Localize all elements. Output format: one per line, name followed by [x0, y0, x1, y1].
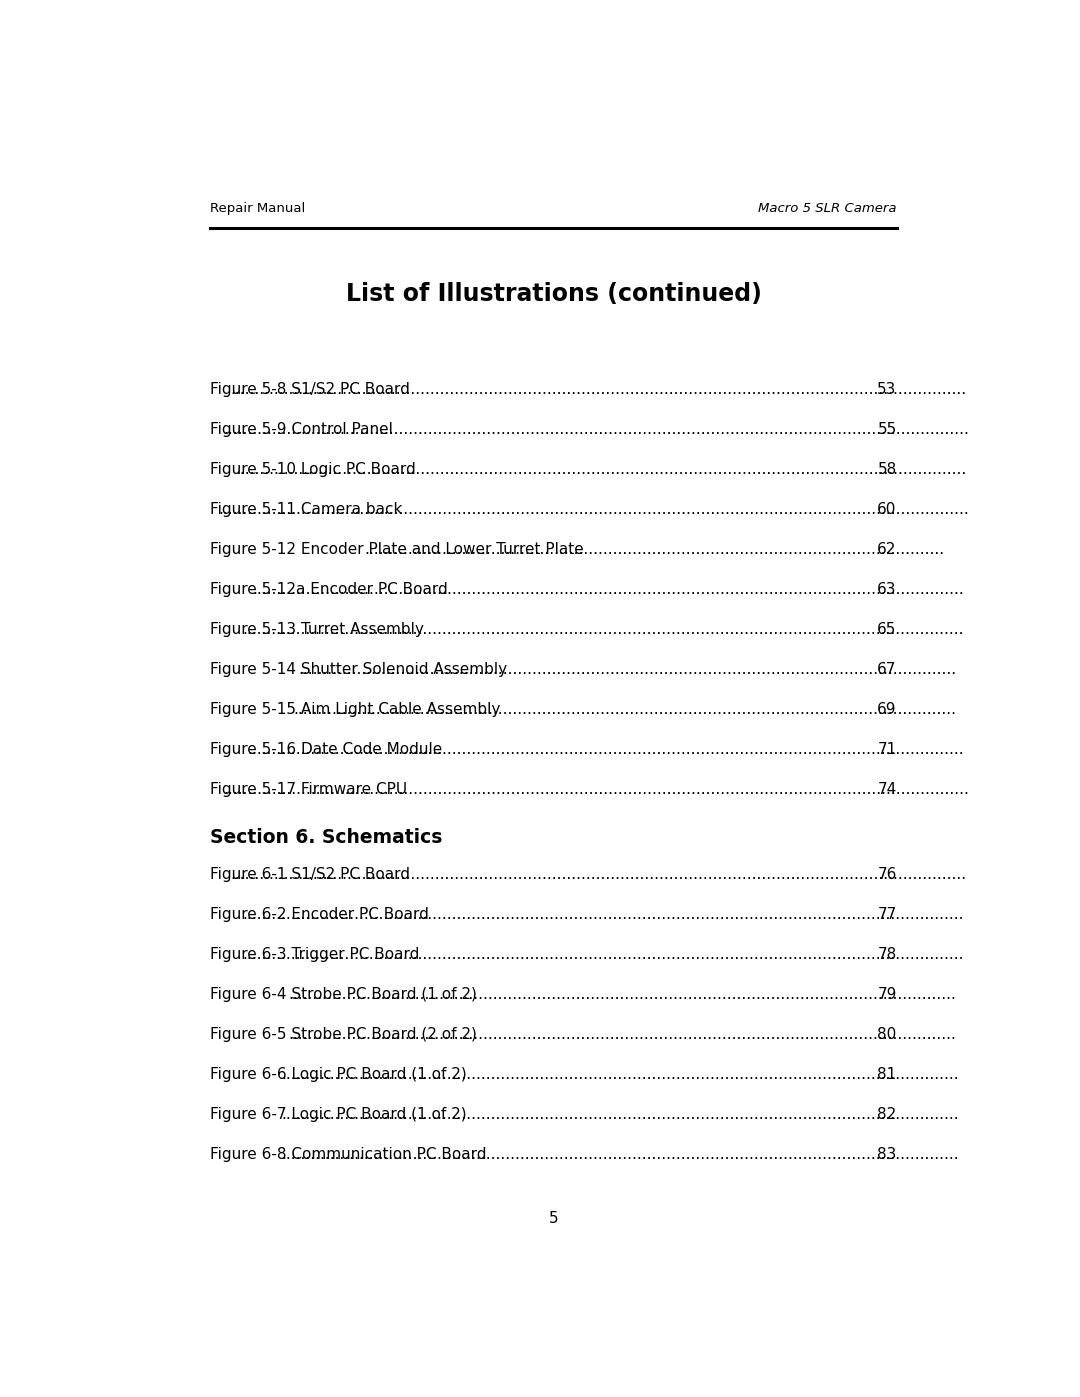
- Text: 71: 71: [877, 742, 896, 757]
- Text: Figure 6-1 S1/S2 PC Board: Figure 6-1 S1/S2 PC Board: [211, 866, 410, 882]
- Text: 83: 83: [877, 1147, 896, 1162]
- Text: 79: 79: [877, 986, 896, 1002]
- Text: Figure 5-14 Shutter Solenoid Assembly: Figure 5-14 Shutter Solenoid Assembly: [211, 662, 508, 678]
- Text: 65: 65: [877, 622, 896, 637]
- Text: Repair Manual: Repair Manual: [211, 203, 306, 215]
- Text: ................................................................................: ........................................…: [230, 866, 967, 882]
- Text: ................................................................................: ........................................…: [222, 782, 969, 798]
- Text: 82: 82: [877, 1106, 896, 1122]
- Text: 80: 80: [877, 1027, 896, 1042]
- Text: ................................................................................: ........................................…: [230, 381, 967, 397]
- Text: ................................................................................: ........................................…: [281, 1106, 959, 1122]
- Text: ................................................................................: ........................................…: [235, 462, 967, 476]
- Text: 5: 5: [549, 1211, 558, 1227]
- Text: 78: 78: [877, 947, 896, 963]
- Text: Figure 6-6 Logic PC Board (1 of 2): Figure 6-6 Logic PC Board (1 of 2): [211, 1067, 467, 1083]
- Text: Figure 5-15 Aim Light Cable Assembly: Figure 5-15 Aim Light Cable Assembly: [211, 703, 501, 717]
- Text: Figure 5-12 Encoder Plate and Lower Turret Plate: Figure 5-12 Encoder Plate and Lower Turr…: [211, 542, 584, 557]
- Text: Figure 5-10 Logic PC Board: Figure 5-10 Logic PC Board: [211, 462, 416, 476]
- Text: Figure 6-4 Strobe PC Board (1 of 2): Figure 6-4 Strobe PC Board (1 of 2): [211, 986, 477, 1002]
- Text: 67: 67: [877, 662, 896, 678]
- Text: Section 6. Schematics: Section 6. Schematics: [211, 828, 443, 848]
- Text: ................................................................................: ........................................…: [364, 542, 944, 557]
- Text: ................................................................................: ........................................…: [281, 1067, 959, 1083]
- Text: 53: 53: [877, 381, 896, 397]
- Text: ................................................................................: ........................................…: [242, 622, 963, 637]
- Text: Figure 5-8 S1/S2 PC Board: Figure 5-8 S1/S2 PC Board: [211, 381, 410, 397]
- Text: 81: 81: [877, 1067, 896, 1083]
- Text: ................................................................................: ........................................…: [288, 986, 957, 1002]
- Text: Figure 5-11 Camera back: Figure 5-11 Camera back: [211, 502, 403, 517]
- Text: Figure 5-17 Firmware CPU: Figure 5-17 Firmware CPU: [211, 782, 407, 798]
- Text: 74: 74: [877, 782, 896, 798]
- Text: 77: 77: [877, 907, 896, 922]
- Text: 76: 76: [877, 866, 896, 882]
- Text: Figure 5-12a Encoder PC Board: Figure 5-12a Encoder PC Board: [211, 583, 448, 597]
- Text: 62: 62: [877, 542, 896, 557]
- Text: 58: 58: [877, 462, 896, 476]
- Text: ................................................................................: ........................................…: [252, 583, 963, 597]
- Text: Figure 5-9 Control Panel: Figure 5-9 Control Panel: [211, 422, 393, 437]
- Text: ................................................................................: ........................................…: [247, 742, 963, 757]
- Text: 55: 55: [877, 422, 896, 437]
- Text: ................................................................................: ........................................…: [288, 1027, 957, 1042]
- Text: Figure 5-13 Turret Assembly: Figure 5-13 Turret Assembly: [211, 622, 424, 637]
- Text: ................................................................................: ........................................…: [298, 662, 957, 678]
- Text: ................................................................................: ........................................…: [222, 422, 969, 437]
- Text: ................................................................................: ........................................…: [281, 1147, 959, 1162]
- Text: Macro 5 SLR Camera: Macro 5 SLR Camera: [758, 203, 896, 215]
- Text: Figure 6-3 Trigger PC Board: Figure 6-3 Trigger PC Board: [211, 947, 420, 963]
- Text: Figure 6-2 Encoder PC Board: Figure 6-2 Encoder PC Board: [211, 907, 429, 922]
- Text: ................................................................................: ........................................…: [294, 703, 957, 717]
- Text: 63: 63: [877, 583, 896, 597]
- Text: Figure 5-16 Date Code Module: Figure 5-16 Date Code Module: [211, 742, 443, 757]
- Text: List of Illustrations (continued): List of Illustrations (continued): [346, 282, 761, 306]
- Text: 60: 60: [877, 502, 896, 517]
- Text: Figure 6-8 Communication PC Board: Figure 6-8 Communication PC Board: [211, 1147, 491, 1162]
- Text: ................................................................................: ........................................…: [242, 907, 963, 922]
- Text: 69: 69: [877, 703, 896, 717]
- Text: ................................................................................: ........................................…: [218, 502, 969, 517]
- Text: ................................................................................: ........................................…: [242, 947, 963, 963]
- Text: Figure 6-7 Logic PC Board (1 of 2): Figure 6-7 Logic PC Board (1 of 2): [211, 1106, 467, 1122]
- Text: Figure 6-5 Strobe PC Board (2 of 2): Figure 6-5 Strobe PC Board (2 of 2): [211, 1027, 477, 1042]
